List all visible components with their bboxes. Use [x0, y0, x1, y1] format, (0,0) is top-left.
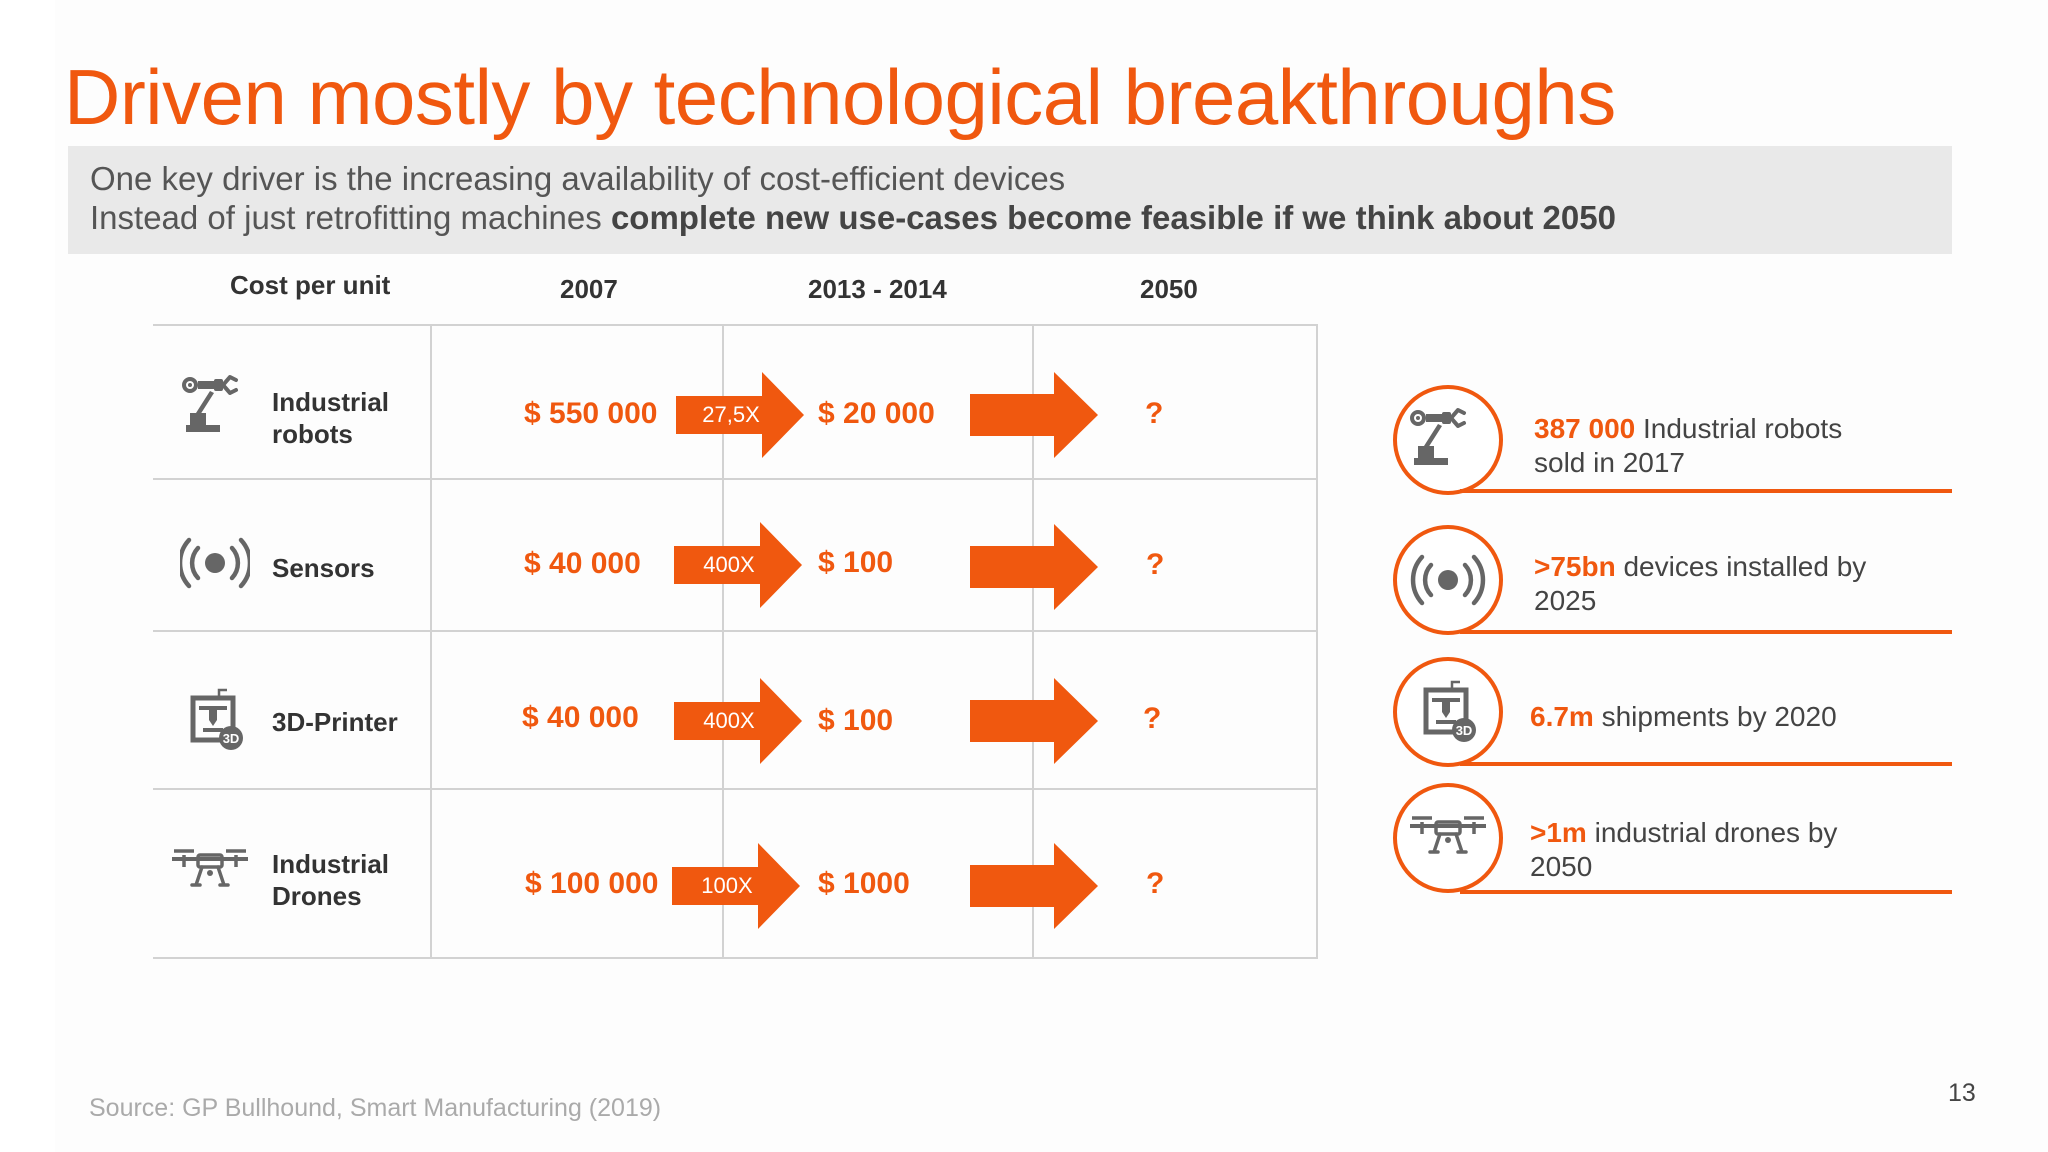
subtitle-line-2: Instead of just retrofitting machines co… [90, 199, 1616, 237]
table-column-divider [430, 324, 432, 959]
stat-text-line2: sold in 2017 [1534, 447, 1686, 478]
reduction-arrow: 27,5X [676, 372, 806, 458]
price-2013: $ 100 [818, 546, 894, 579]
row-label: 3D-Printer [272, 707, 398, 737]
drone-icon [1393, 783, 1503, 893]
header-cost-per-unit: Cost per unit [230, 270, 391, 300]
row-label: Industrial Drones [272, 849, 390, 911]
stat-text-line1: industrial drones by [1586, 817, 1838, 848]
price-2013: $ 100 [818, 704, 894, 737]
stat-text-line1: devices installed by [1615, 551, 1867, 582]
robot-arm-icon [1393, 385, 1503, 495]
stat-highlight: >1m [1530, 817, 1587, 848]
page-number: 13 [1948, 1079, 1976, 1107]
drone-icon [170, 849, 250, 887]
price-2007: $ 40 000 [524, 547, 641, 580]
stat-text: >75bn devices installed by 2025 [1534, 550, 1866, 618]
table-column-divider [1032, 324, 1034, 959]
table-divider [153, 324, 1317, 326]
reduction-arrow: 100X [672, 843, 802, 929]
stat-underline [1460, 489, 1952, 493]
stat-text-line1: shipments by 2020 [1593, 701, 1837, 732]
reduction-arrow: 400X [674, 678, 804, 764]
future-arrow [970, 372, 1098, 458]
price-2050: ? [1146, 548, 1165, 581]
row-label: Sensors [272, 553, 375, 583]
price-2050: ? [1145, 397, 1164, 430]
header-2050: 2050 [1140, 274, 1198, 304]
stat-text-line2: 2050 [1530, 851, 1593, 882]
table-column-divider [1316, 324, 1318, 959]
stat-underline [1460, 630, 1952, 634]
price-2050: ? [1146, 867, 1165, 900]
header-2007: 2007 [560, 274, 618, 304]
stat-text-line2: 2025 [1534, 585, 1597, 616]
price-2007: $ 100 000 [525, 867, 659, 900]
reduction-arrow: 400X [674, 522, 804, 608]
sensor-icon [1393, 525, 1503, 635]
future-arrow [970, 843, 1098, 929]
price-2007: $ 40 000 [522, 701, 639, 734]
reduction-factor: 100X [701, 873, 753, 898]
reduction-factor: 400X [703, 552, 755, 577]
stat-text: 6.7m shipments by 2020 [1530, 700, 1837, 734]
header-2013-2014: 2013 - 2014 [808, 274, 947, 304]
row-label: Industrial robots [272, 387, 390, 449]
robot-arm-icon [182, 375, 238, 434]
sensor-icon [180, 528, 250, 598]
price-2013: $ 1000 [818, 867, 910, 900]
table-divider [153, 478, 1317, 480]
stat-text-line1: Industrial robots [1635, 413, 1843, 444]
subtitle-line-1: One key driver is the increasing availab… [90, 160, 1066, 197]
stat-highlight: 6.7m [1530, 701, 1594, 732]
3d-printer-icon [1393, 657, 1503, 767]
source-note: Source: GP Bullhound, Smart Manufacturin… [89, 1094, 662, 1122]
3d-printer-icon [180, 682, 250, 758]
table-divider [153, 957, 1317, 959]
stat-text: >1m industrial drones by 2050 [1530, 816, 1837, 884]
price-2013: $ 20 000 [818, 397, 935, 430]
table-divider [153, 630, 1317, 632]
subtitle-line-2-normal: Instead of just retrofitting machines [90, 199, 611, 236]
slide-title: Driven mostly by technological breakthro… [64, 53, 1616, 141]
future-arrow [970, 678, 1098, 764]
stat-highlight: 387 000 [1534, 413, 1636, 444]
stat-underline [1460, 890, 1952, 894]
reduction-factor: 27,5X [702, 402, 760, 427]
table-divider [153, 788, 1317, 790]
stat-highlight: >75bn [1534, 551, 1616, 582]
reduction-factor: 400X [703, 708, 755, 733]
stat-text: 387 000 Industrial robots sold in 2017 [1534, 412, 1842, 480]
table-column-divider [722, 324, 724, 959]
subtitle-line-2-bold: complete new use-cases become feasible i… [610, 199, 1616, 236]
price-2007: $ 550 000 [524, 397, 658, 430]
future-arrow [970, 524, 1098, 610]
subtitle-box: One key driver is the increasing availab… [68, 146, 1952, 254]
stat-underline [1460, 762, 1952, 766]
price-2050: ? [1143, 702, 1162, 735]
